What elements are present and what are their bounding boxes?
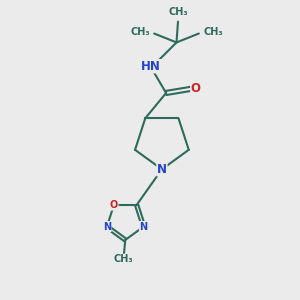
Text: CH₃: CH₃ (168, 7, 188, 17)
Text: CH₃: CH₃ (130, 27, 150, 37)
Text: HN: HN (141, 60, 161, 73)
Text: CH₃: CH₃ (203, 27, 223, 37)
Text: CH₃: CH₃ (114, 254, 134, 264)
Text: N: N (103, 222, 111, 232)
Text: O: O (191, 82, 201, 95)
Text: O: O (110, 200, 118, 210)
Text: N: N (157, 163, 167, 176)
Text: N: N (140, 222, 148, 232)
